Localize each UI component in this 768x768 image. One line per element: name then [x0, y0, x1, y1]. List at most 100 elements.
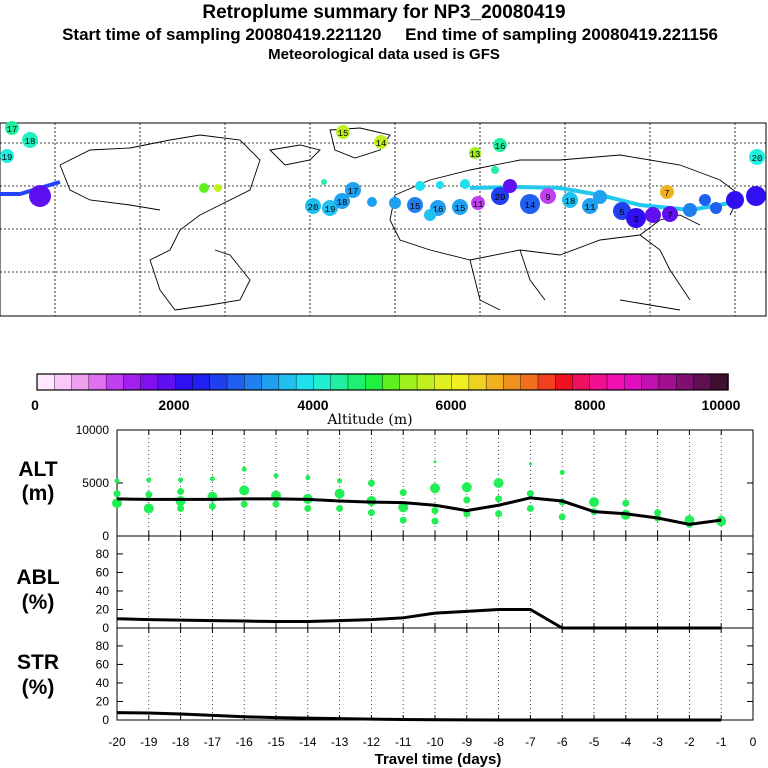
colorbar-cell: [278, 373, 297, 391]
y-tick-label: 80: [96, 639, 110, 653]
x-tick-label: -18: [172, 735, 190, 749]
colorbar-tick: 4000: [297, 397, 328, 413]
track-day-label: 19: [2, 153, 13, 163]
altitude-dot: [430, 483, 440, 494]
altitude-dot: [175, 496, 186, 507]
altitude-dot: [208, 502, 216, 510]
colorbar-cell: [710, 373, 729, 391]
x-tick-label: -6: [557, 735, 568, 749]
y-tick-label: 60: [96, 657, 110, 671]
altitude-dot: [431, 507, 439, 515]
y-tick-label: 60: [96, 565, 110, 579]
series-line: [116, 607, 722, 630]
sampling-times: Start time of sampling 20080419.221120 E…: [6, 25, 768, 45]
track-marker: [626, 208, 646, 228]
colorbar-cell: [485, 373, 505, 391]
track-day-label: 18: [25, 137, 36, 147]
track-day-label: 3: [633, 215, 638, 225]
track-marker: [683, 203, 697, 217]
track-marker: [336, 125, 350, 139]
track-marker: [5, 121, 19, 135]
track-day-label: 20: [308, 203, 319, 213]
track-day-label: 17: [348, 187, 359, 197]
track-day-label: 20: [752, 154, 763, 164]
altitude-dot: [112, 498, 122, 509]
x-axis-label: Travel time (days): [375, 751, 502, 768]
track-day-label: 9: [545, 193, 550, 203]
altitude-dot: [461, 482, 472, 493]
chart-title: Retroplume summary for NP3_20080419: [202, 2, 566, 23]
altitude-dot: [559, 469, 565, 475]
colorbar-cells: [36, 373, 729, 391]
colorbar-cell: [88, 373, 107, 391]
str-panel-unit: (%): [22, 676, 55, 699]
x-tick-label: -17: [204, 735, 222, 749]
altitude-dot: [526, 504, 534, 512]
plot-frame: [116, 627, 754, 721]
y-tick-label: 0: [102, 713, 109, 727]
y-tick-label: 0: [102, 529, 109, 543]
track-day-label: 14: [376, 139, 387, 149]
track-marker: [22, 132, 38, 148]
colorbar-cell: [347, 373, 366, 391]
track-marker: [436, 181, 444, 189]
x-tick-label: -5: [589, 735, 600, 749]
x-tick-label: -9: [461, 735, 472, 749]
track-marker: [469, 147, 481, 159]
colorbar-cell: [399, 373, 418, 391]
colorbar-cell: [693, 373, 712, 391]
colorbar-cell: [71, 373, 90, 391]
x-tick-label: -10: [426, 735, 444, 749]
colorbar-frame: [36, 373, 729, 391]
track-marker: [407, 197, 423, 213]
colorbar-cell: [157, 373, 176, 391]
x-axis: -20 -19 -18 -17 -16 -15 -14 -13 -12 -11 -10 -9 -8 -7-…: [108, 735, 756, 749]
altitude-dot: [654, 509, 662, 517]
colorbar-cell: [572, 373, 591, 391]
altitude-dot: [272, 500, 280, 508]
colorbar-cell: [503, 373, 522, 391]
x-tick-label: -2: [684, 735, 695, 749]
altitude-dot: [304, 504, 312, 512]
track-marker: [322, 200, 338, 216]
y-tick-label: 10000: [76, 423, 110, 437]
y-tick-label: 80: [96, 547, 110, 561]
x-tick-label: -13: [331, 735, 349, 749]
altitude-dot: [178, 477, 184, 483]
track-marker: [645, 207, 661, 223]
colorbar-cell: [675, 373, 695, 391]
colorbar-tick: 6000: [435, 397, 466, 413]
str-panel: 0 20 40 60 80: [96, 627, 754, 727]
abl-panel-unit: (%): [22, 591, 55, 614]
track-day-label: 19: [325, 205, 336, 215]
colorbar-cell: [434, 373, 453, 391]
colorbar-cell: [295, 373, 315, 391]
track-marker: [493, 138, 507, 152]
altitude-dot: [399, 489, 407, 497]
colorbar-tick: 2000: [158, 397, 189, 413]
track-day-label: 7: [664, 189, 669, 199]
track-day-label: 5: [619, 208, 624, 218]
track-marker: [746, 186, 766, 206]
track-marker: [367, 197, 377, 207]
end-time-label: End time of sampling 20080419.221156: [405, 25, 718, 44]
colorbar-cell: [209, 373, 228, 391]
track-day-label: 15: [410, 202, 421, 212]
altitude-dot: [433, 460, 437, 464]
track-marker: [660, 185, 674, 199]
altitude-dot: [463, 496, 471, 504]
colorbar-cell: [537, 373, 556, 391]
altitude-dot: [334, 488, 345, 499]
track-day-label: 18: [565, 197, 576, 207]
colorbar-tick: 10000: [702, 397, 741, 413]
altitude-dot: [399, 516, 407, 524]
track-marker: [452, 199, 468, 215]
altitude-dot: [493, 478, 504, 488]
altitude-dot: [336, 504, 344, 512]
series-line: [116, 711, 722, 722]
colorbar-cell: [606, 373, 626, 391]
charts: ALT (m) ABL (%) STR (%) 0 5000 10000 0 20 40…: [16, 423, 756, 768]
altitude-dot: [145, 491, 153, 499]
colorbar-cell: [468, 373, 487, 391]
track-marker: [389, 197, 401, 209]
